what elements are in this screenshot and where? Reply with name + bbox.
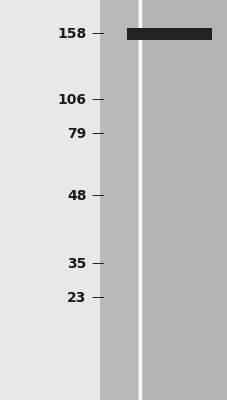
Text: 106: 106 <box>57 93 86 107</box>
Text: —: — <box>91 128 103 140</box>
Bar <box>126 28 211 40</box>
Bar <box>100 0 137 400</box>
Text: 48: 48 <box>67 189 86 203</box>
Text: 23: 23 <box>67 291 86 305</box>
Bar <box>0 0 100 400</box>
Bar <box>142 0 227 400</box>
Text: 79: 79 <box>67 127 86 141</box>
Text: —: — <box>91 190 103 202</box>
Text: —: — <box>91 94 103 106</box>
Text: —: — <box>91 292 103 304</box>
Text: —: — <box>91 28 103 40</box>
Text: 35: 35 <box>67 257 86 271</box>
Text: —: — <box>91 258 103 270</box>
Text: 158: 158 <box>57 27 86 41</box>
